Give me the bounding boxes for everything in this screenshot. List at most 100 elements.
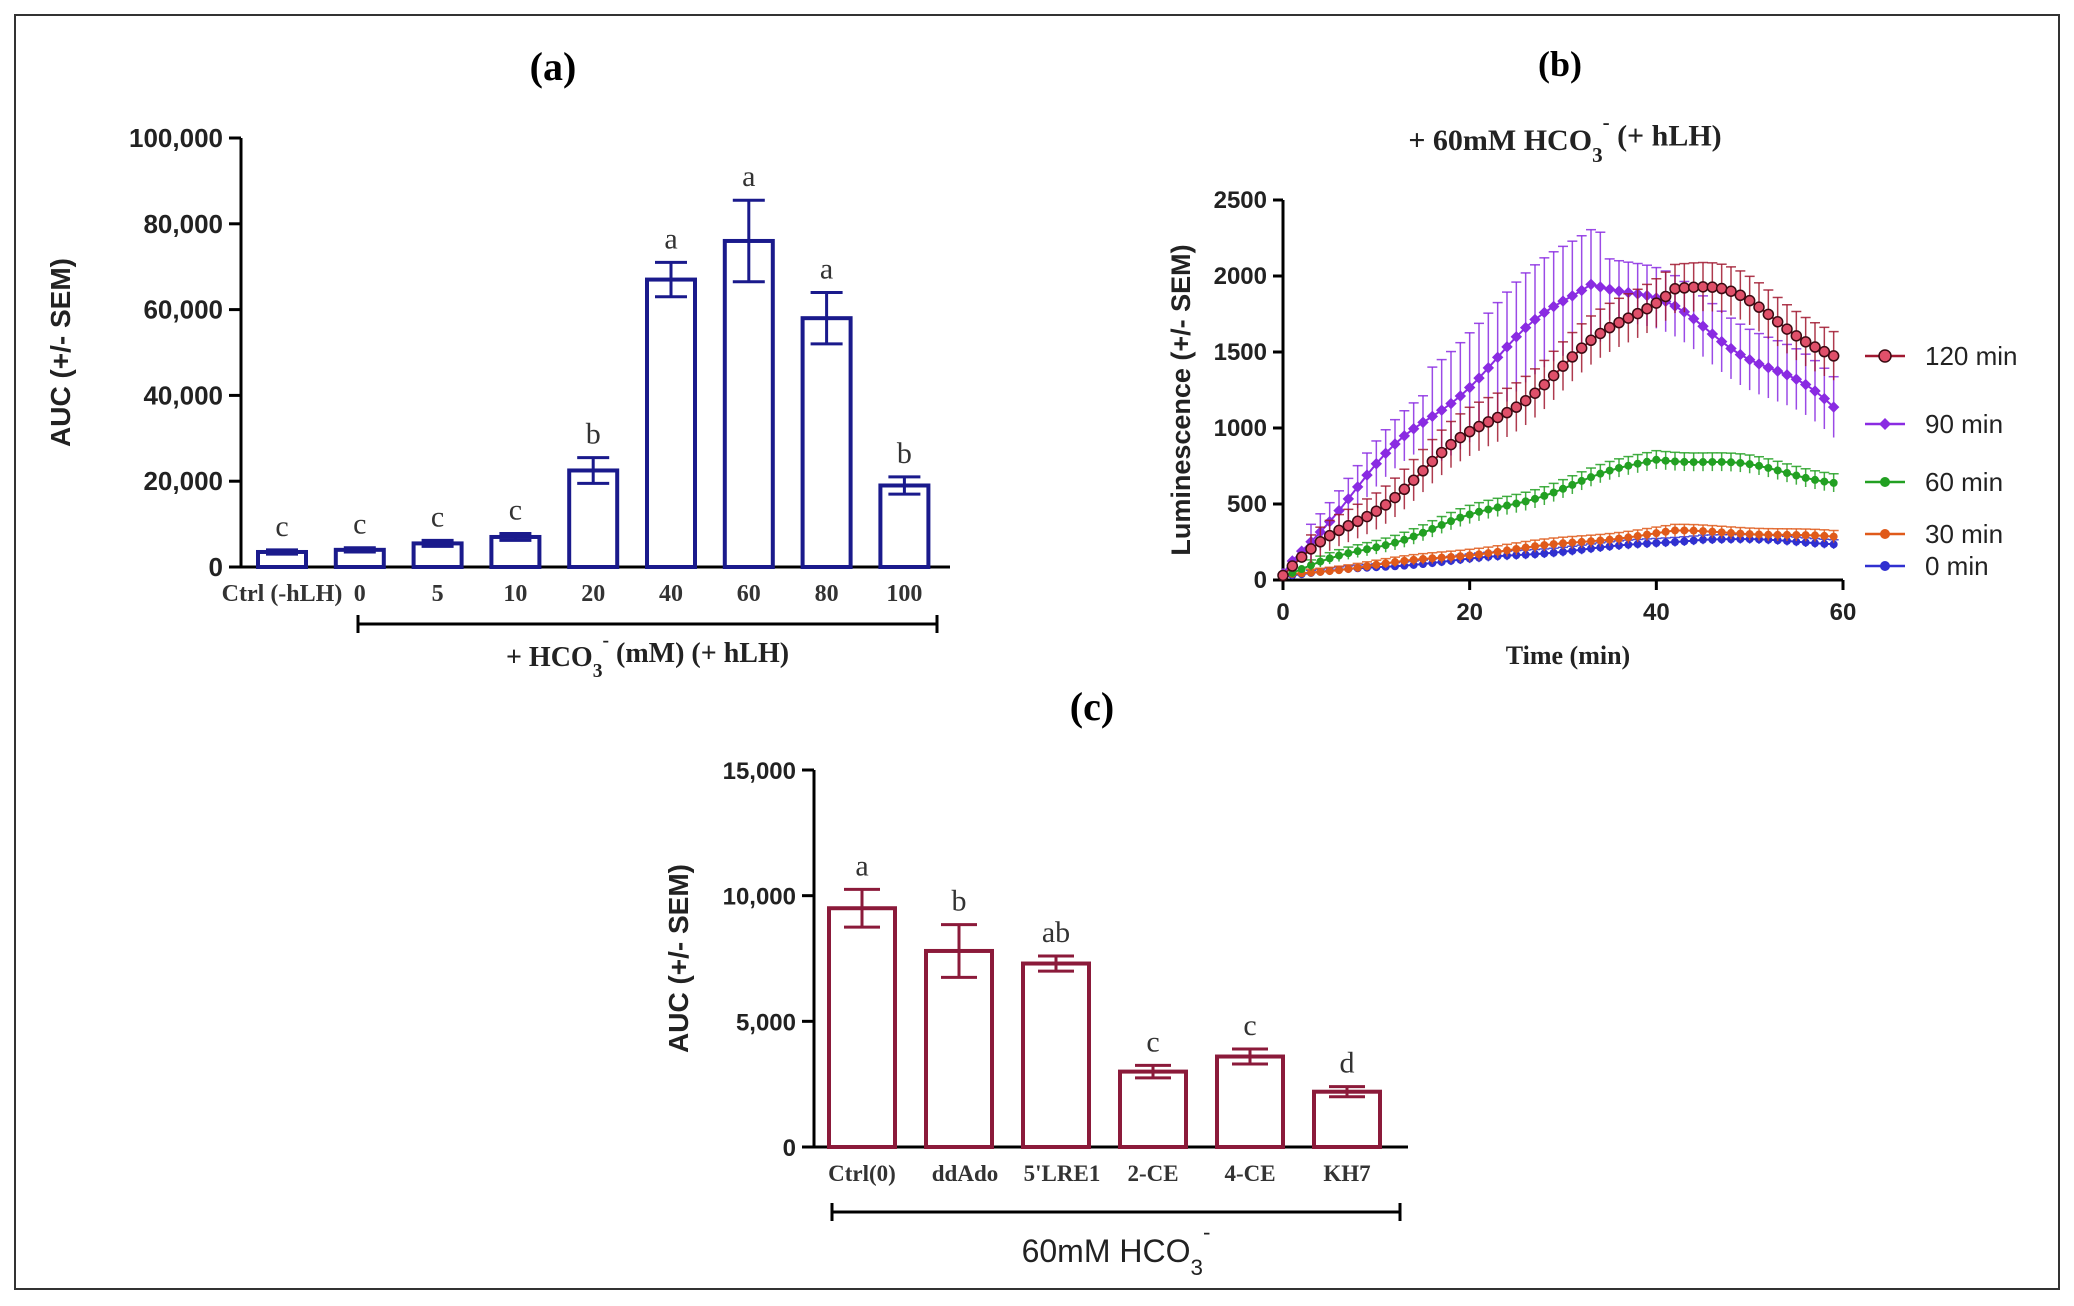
data-point xyxy=(1827,401,1840,413)
data-point xyxy=(1419,554,1427,563)
data-point xyxy=(1633,532,1642,541)
data-point xyxy=(1372,560,1381,569)
data-point xyxy=(1631,307,1644,320)
data-point xyxy=(1652,529,1661,538)
data-point xyxy=(1316,567,1325,576)
data-point xyxy=(1764,463,1773,472)
panel-a-label: (a) xyxy=(530,44,577,89)
data-point xyxy=(1325,567,1334,576)
data-point xyxy=(1491,351,1504,364)
data-point xyxy=(1314,536,1327,548)
data-point xyxy=(1435,446,1448,459)
x-tick-label: 60 xyxy=(1830,599,1857,626)
significance-letter: b xyxy=(952,885,967,918)
data-point xyxy=(1482,416,1495,428)
significance-letter: c xyxy=(275,510,288,543)
data-point xyxy=(1575,342,1588,354)
legend-marker xyxy=(1880,477,1890,487)
y-tick-label: 20,000 xyxy=(143,466,223,496)
y-tick-label: 0 xyxy=(1254,567,1267,594)
data-point xyxy=(1361,510,1373,523)
data-point xyxy=(1605,466,1614,475)
data-point xyxy=(1689,526,1698,535)
data-point xyxy=(1540,491,1549,500)
data-point xyxy=(1316,557,1325,566)
data-point xyxy=(1755,530,1763,539)
data-point xyxy=(1363,545,1371,554)
data-point xyxy=(1473,372,1485,384)
data-point xyxy=(1622,312,1635,324)
data-point xyxy=(1475,507,1483,516)
data-point xyxy=(1540,541,1549,550)
data-point xyxy=(1661,538,1670,547)
data-point xyxy=(1661,527,1670,536)
x-tick-label: KH7 xyxy=(1323,1161,1370,1186)
data-point xyxy=(1575,284,1588,297)
y-tick-label: 1000 xyxy=(1214,415,1267,442)
data-point xyxy=(1372,543,1381,552)
data-point xyxy=(1790,330,1803,342)
data-point xyxy=(1465,551,1474,560)
data-point xyxy=(1699,458,1707,467)
data-point xyxy=(1577,476,1586,485)
data-point xyxy=(1669,283,1681,295)
significance-letter: b xyxy=(897,437,912,470)
data-point xyxy=(1801,473,1810,482)
data-point xyxy=(1745,460,1754,469)
data-point xyxy=(1671,538,1679,547)
data-point xyxy=(1521,543,1530,552)
data-point xyxy=(1389,438,1401,450)
data-point xyxy=(1587,473,1595,482)
data-point xyxy=(1531,542,1539,551)
data-point xyxy=(1818,392,1831,405)
bar xyxy=(1312,1089,1382,1149)
data-point xyxy=(1689,536,1698,545)
data-point xyxy=(1568,480,1577,489)
data-point xyxy=(1503,546,1511,555)
group-label: + HCO3- (mM) (+ hLH) xyxy=(506,630,789,681)
data-point xyxy=(1465,510,1474,519)
bar xyxy=(827,906,897,1149)
data-point xyxy=(1734,348,1747,361)
x-tick-label: 10 xyxy=(503,581,527,607)
data-point xyxy=(1745,530,1754,539)
data-point xyxy=(1809,341,1821,353)
data-point xyxy=(1829,478,1838,487)
bar xyxy=(1021,961,1091,1149)
data-point xyxy=(1361,469,1373,481)
data-point xyxy=(1351,515,1364,528)
data-point xyxy=(1615,534,1623,543)
data-point xyxy=(1717,457,1726,466)
data-point xyxy=(1827,350,1840,362)
data-point xyxy=(1753,358,1765,370)
data-point xyxy=(1335,566,1343,575)
data-point xyxy=(1325,554,1334,563)
data-point xyxy=(1734,289,1747,302)
data-point xyxy=(1715,335,1728,348)
data-point xyxy=(1650,297,1663,309)
data-point xyxy=(1435,404,1448,416)
data-point xyxy=(1689,458,1698,467)
x-axis-label: Time (min) xyxy=(1506,641,1630,670)
data-point xyxy=(1335,551,1343,560)
data-point xyxy=(1680,537,1689,546)
data-point xyxy=(1811,531,1819,540)
data-point xyxy=(1286,560,1299,572)
group-label: 60mM HCO3- xyxy=(1022,1220,1211,1280)
data-point xyxy=(1661,456,1670,465)
data-point xyxy=(1473,420,1485,433)
data-point xyxy=(1344,564,1353,573)
x-tick-label: 20 xyxy=(1456,599,1483,626)
significance-letter: c xyxy=(353,508,366,541)
y-tick-label: 40,000 xyxy=(143,380,223,410)
data-point xyxy=(1603,283,1616,296)
data-point xyxy=(1753,301,1765,313)
data-point xyxy=(1762,308,1775,321)
data-point xyxy=(1501,406,1513,419)
x-tick-label: 0 xyxy=(354,581,366,607)
data-point xyxy=(1615,463,1623,472)
y-tick-label: 0 xyxy=(783,1135,796,1162)
chart-b: + 60mM HCO3- (+ hLH) 0 500 1000 1500 2000 2500… xyxy=(1166,110,2018,670)
data-point xyxy=(1809,385,1821,397)
